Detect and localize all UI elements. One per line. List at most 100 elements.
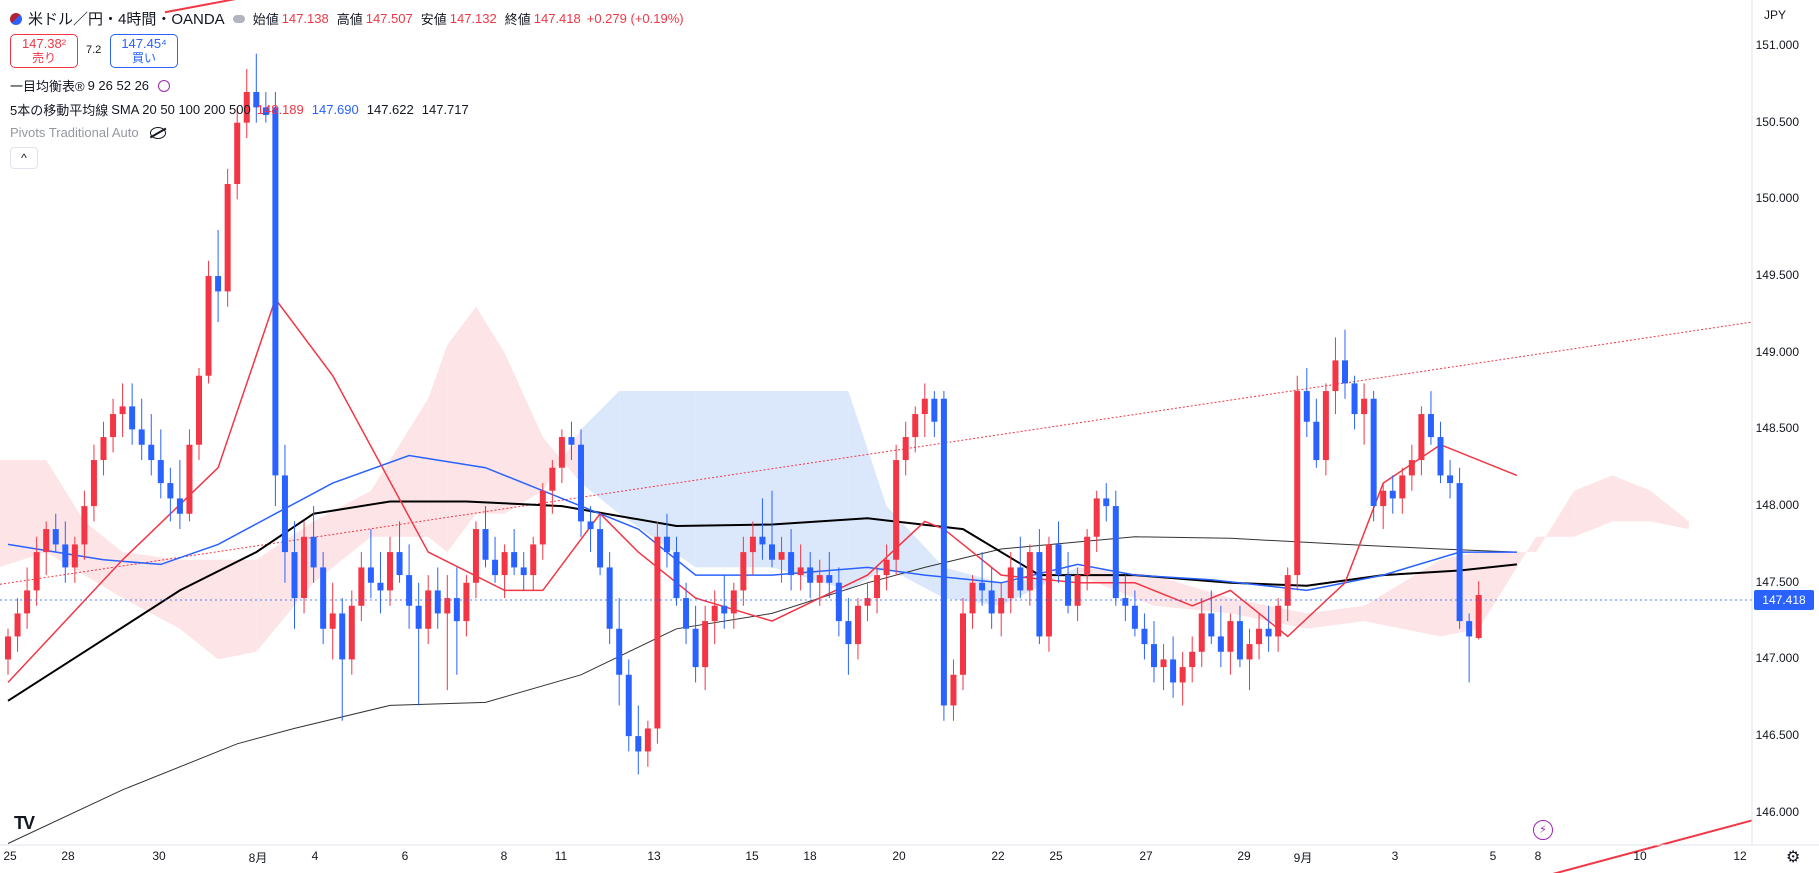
candle [950,659,957,721]
candle [186,429,193,522]
candle [358,552,365,622]
candle [1055,521,1062,583]
candle [1389,475,1396,514]
cloud-segment [0,460,47,567]
candle [100,421,107,476]
candle [1313,398,1320,468]
cloud-segment [504,352,543,514]
candle [33,536,40,606]
close-value: 147.418 [533,11,581,26]
candle [979,552,986,606]
ichimoku-legend[interactable]: 一目均衡表® 9 26 52 26 [10,76,171,95]
candle [1198,598,1205,668]
candle [692,605,699,683]
candle [625,659,632,752]
candle [1017,536,1024,599]
sma-20-line [7,297,1518,683]
candle [1160,644,1167,691]
candle [243,69,250,139]
trend-line-lower [1552,819,1753,873]
candle [148,414,155,476]
candle [90,444,97,522]
candle [1456,467,1463,629]
candle [1112,490,1119,606]
candle [425,575,432,645]
eye-off-icon[interactable] [149,126,166,139]
candle [1007,552,1014,614]
symbol-legend[interactable]: 米ドル／円・4時間・OANDA 始値 147.138 高値 147.507 安値… [10,8,687,29]
candle [1284,567,1291,622]
minus-icon[interactable] [232,14,245,23]
candle [835,567,842,637]
candle [988,567,995,629]
candle [1227,613,1234,675]
symbol-title[interactable]: 米ドル／円・4時間・OANDA [28,11,225,28]
candle [396,521,403,583]
buy-button[interactable]: 147.45⁴ 買い [110,34,178,68]
change-value: +0.279 (+0.19%) [586,11,684,26]
candle [960,598,966,691]
collapse-legend-button[interactable]: ^ [10,147,38,169]
open-label: 始値 [252,12,279,27]
candle [826,552,833,599]
candle [769,490,775,568]
candle [310,506,317,583]
sma-legend[interactable]: 5本の移動平均線 SMA 20 50 100 200 500 148.189 1… [10,100,472,119]
candle [797,544,804,591]
high-value: 147.507 [365,11,413,26]
candle [1084,529,1091,591]
candle [339,598,346,721]
candle [1294,375,1301,591]
sma-params: SMA 20 50 100 200 500 [111,102,251,117]
cloud-segment [1364,559,1441,637]
candle [301,521,308,614]
candle [969,575,976,629]
candle [415,582,422,706]
candle [62,521,69,583]
sell-button[interactable]: 147.38² 売り [10,34,78,68]
candle [539,483,546,560]
candle [711,590,718,645]
cloud-segment [218,559,257,660]
candle [921,383,928,438]
cloud-segment [1306,605,1365,629]
candle [329,582,336,660]
candle [578,429,584,537]
candle [5,628,11,675]
candle [482,506,489,568]
cloud-segment [475,306,505,514]
candle [568,421,575,461]
candle [472,521,479,599]
candle [281,444,288,583]
candle [367,529,374,599]
cloud-segment [370,398,429,537]
candle [1170,636,1177,698]
candle [912,406,919,453]
candle [654,521,661,744]
candle [998,582,1005,637]
buy-price: 147.45⁴ [121,36,167,51]
candle [1122,575,1129,622]
candle [215,230,222,323]
us-flag-icon [10,12,22,25]
high-label: 高値 [336,12,363,27]
cloud-segment [619,391,696,568]
candle [52,513,59,553]
candle [816,559,823,606]
candle [663,513,670,568]
candle [1475,581,1482,640]
candle [1399,467,1406,514]
candle [940,391,947,721]
sma-50-line [7,454,1517,592]
cloud-segment [1536,490,1575,553]
pivots-legend[interactable]: Pivots Traditional Auto [10,125,166,140]
sma-value-4: 147.717 [421,102,469,117]
candle [1208,590,1215,645]
candle [81,490,88,560]
candle [501,544,508,599]
candle [1427,391,1434,445]
candle [377,552,384,614]
candle [1036,529,1043,645]
candle [864,582,871,622]
